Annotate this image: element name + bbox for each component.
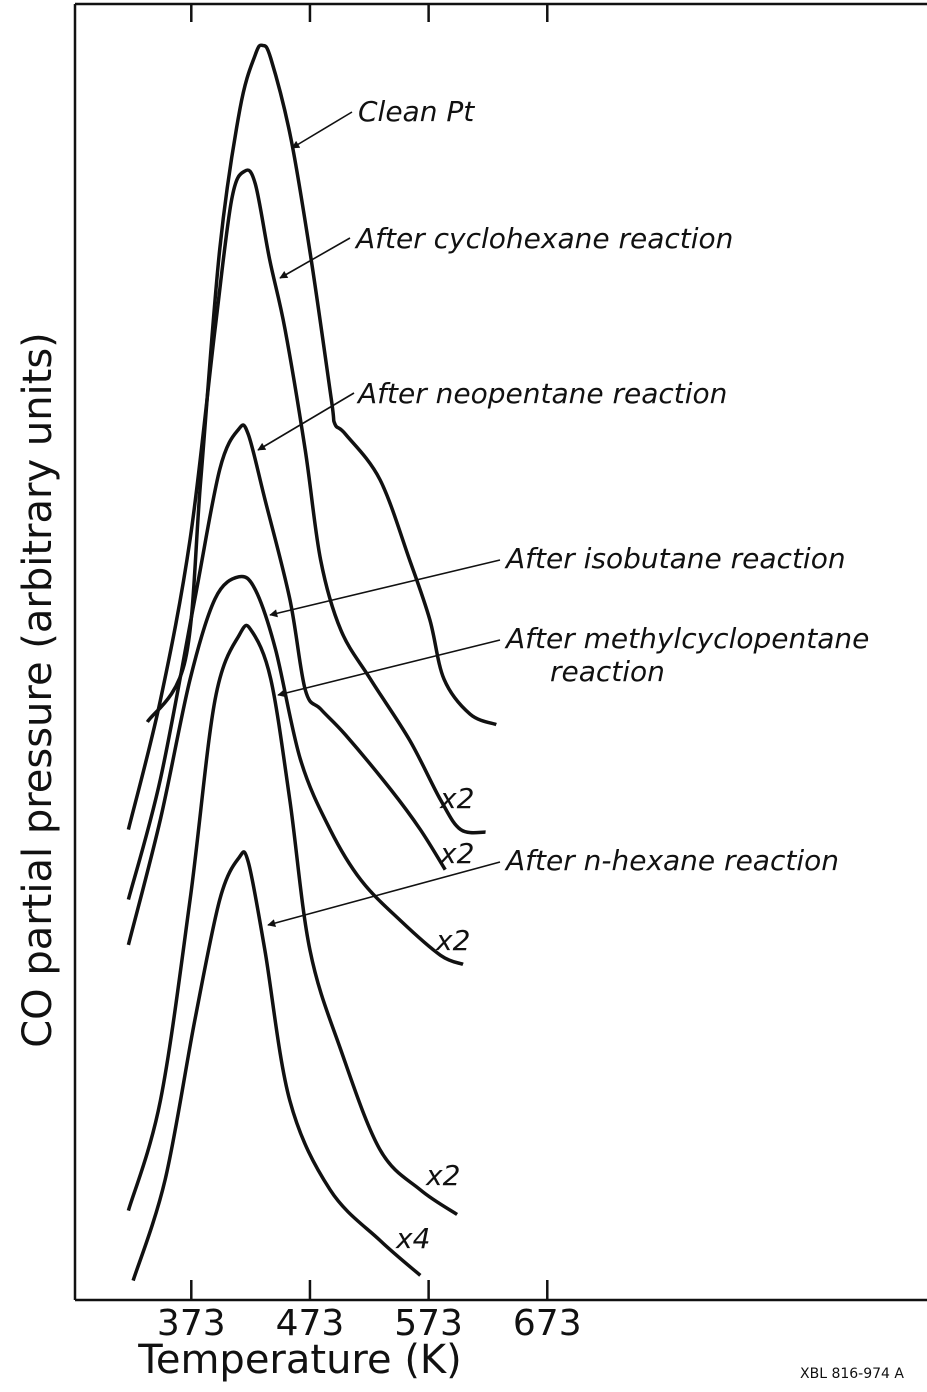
arrow bbox=[279, 237, 351, 279]
annotation: x4 bbox=[395, 1222, 430, 1255]
curve bbox=[126, 168, 486, 835]
arrow bbox=[267, 861, 501, 927]
x-tick-label: 373 bbox=[157, 1303, 226, 1344]
annotation: Clean Pt bbox=[358, 95, 475, 128]
x-axis-label: Temperature (K) bbox=[137, 1337, 462, 1383]
arrow bbox=[277, 639, 501, 698]
curve bbox=[126, 423, 447, 900]
figure-id: XBL 816-974 A bbox=[800, 1366, 904, 1382]
y-axis-label: CO partial pressure (arbitrary units) bbox=[15, 332, 61, 1048]
annotation: After n-hexane reaction bbox=[504, 844, 839, 877]
arrow bbox=[269, 559, 501, 618]
annotation: After isobutane reaction bbox=[504, 542, 846, 575]
curve bbox=[126, 574, 464, 966]
annotation: x2 bbox=[435, 924, 470, 957]
annotation: x2 bbox=[439, 782, 474, 815]
annotation: x2 bbox=[439, 837, 474, 870]
x-tick-label: 473 bbox=[276, 1303, 345, 1344]
curve bbox=[126, 623, 459, 1216]
curve bbox=[131, 850, 422, 1282]
annotation: After methylcyclopentane bbox=[504, 622, 869, 655]
annotation: reaction bbox=[550, 655, 665, 688]
annotation: After cyclohexane reaction bbox=[354, 222, 733, 255]
x-tick-label: 573 bbox=[394, 1303, 463, 1344]
annotation: After neopentane reaction bbox=[356, 377, 727, 410]
annotation: x2 bbox=[425, 1159, 460, 1192]
arrow bbox=[291, 111, 353, 149]
arrow bbox=[257, 392, 355, 451]
x-tick-label: 673 bbox=[513, 1303, 582, 1344]
